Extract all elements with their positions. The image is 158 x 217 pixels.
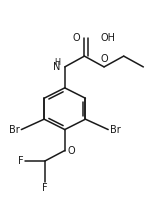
Text: F: F — [18, 156, 24, 166]
Text: F: F — [42, 183, 48, 193]
Text: O: O — [100, 54, 108, 64]
Text: O: O — [68, 146, 75, 156]
Text: H: H — [54, 58, 61, 67]
Text: Br: Br — [110, 125, 120, 135]
Text: Br: Br — [9, 125, 20, 135]
Text: O: O — [73, 33, 80, 43]
Text: N: N — [53, 62, 61, 72]
Text: OH: OH — [100, 33, 115, 43]
